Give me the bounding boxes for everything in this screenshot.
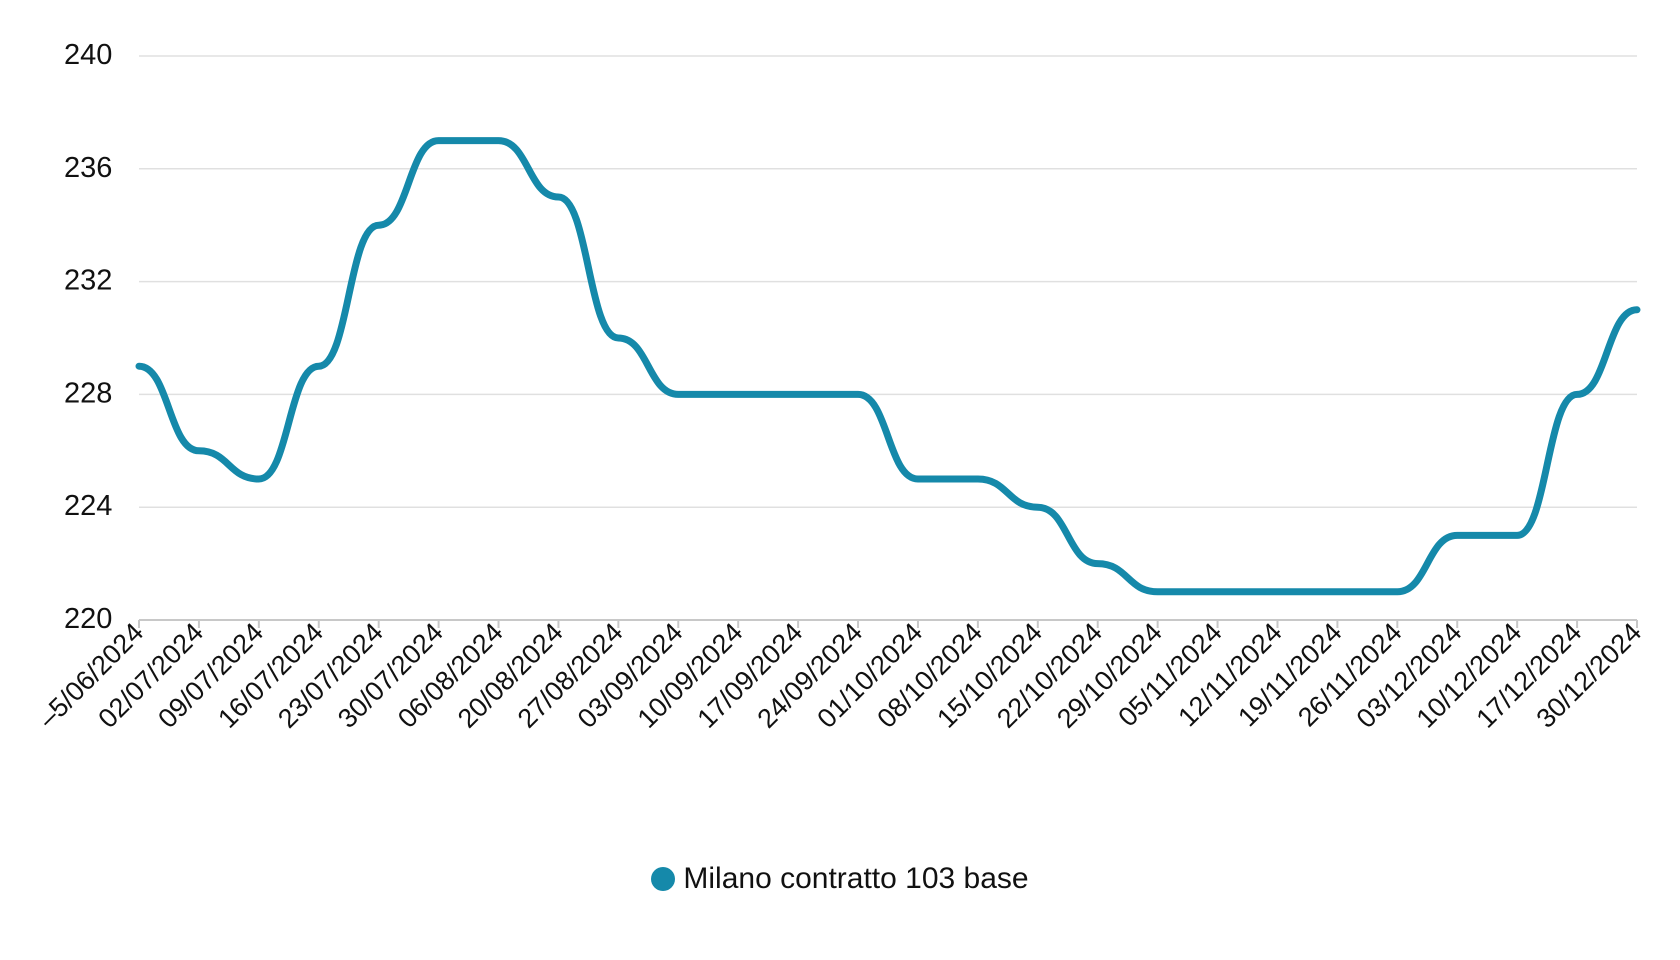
y-tick-label: 236	[64, 152, 112, 184]
data-point	[975, 476, 981, 482]
data-point	[1095, 561, 1101, 567]
data-point	[256, 476, 262, 482]
legend-label: Milano contratto 103 base	[683, 862, 1029, 895]
data-point	[316, 363, 322, 369]
data-point	[496, 138, 502, 144]
y-axis: 240 236 232 228 224 220	[64, 39, 112, 635]
data-point	[1215, 589, 1221, 595]
data-point	[1454, 532, 1460, 538]
data-point	[1274, 589, 1280, 595]
data-point	[136, 363, 142, 369]
y-tick-label: 240	[64, 39, 112, 71]
legend: Milano contratto 103 base	[0, 862, 1680, 896]
data-point	[1334, 589, 1340, 595]
data-point	[1155, 589, 1161, 595]
data-point	[675, 391, 681, 397]
data-point	[1634, 307, 1640, 313]
data-point	[376, 222, 382, 228]
x-axis: –5/06/202402/07/202409/07/202416/07/2024…	[32, 617, 1647, 734]
data-point	[555, 194, 561, 200]
y-tick-label: 224	[64, 490, 112, 522]
legend-item[interactable]: Milano contratto 103 base	[651, 862, 1029, 896]
data-point	[855, 391, 861, 397]
series-layer	[135, 137, 1641, 596]
legend-marker-icon	[651, 867, 676, 891]
data-point	[615, 335, 621, 341]
series-line	[135, 137, 1641, 596]
data-point	[436, 138, 442, 144]
y-tick-label: 232	[64, 265, 112, 297]
data-point	[915, 476, 921, 482]
data-point	[735, 391, 741, 397]
data-point	[1394, 589, 1400, 595]
data-point	[795, 391, 801, 397]
y-tick-label: 220	[64, 603, 112, 635]
data-point	[1574, 391, 1580, 397]
y-tick-label: 228	[64, 377, 112, 409]
gridlines	[139, 55, 1637, 508]
data-point	[196, 448, 202, 454]
data-point	[1514, 532, 1520, 538]
data-point	[1035, 504, 1041, 510]
